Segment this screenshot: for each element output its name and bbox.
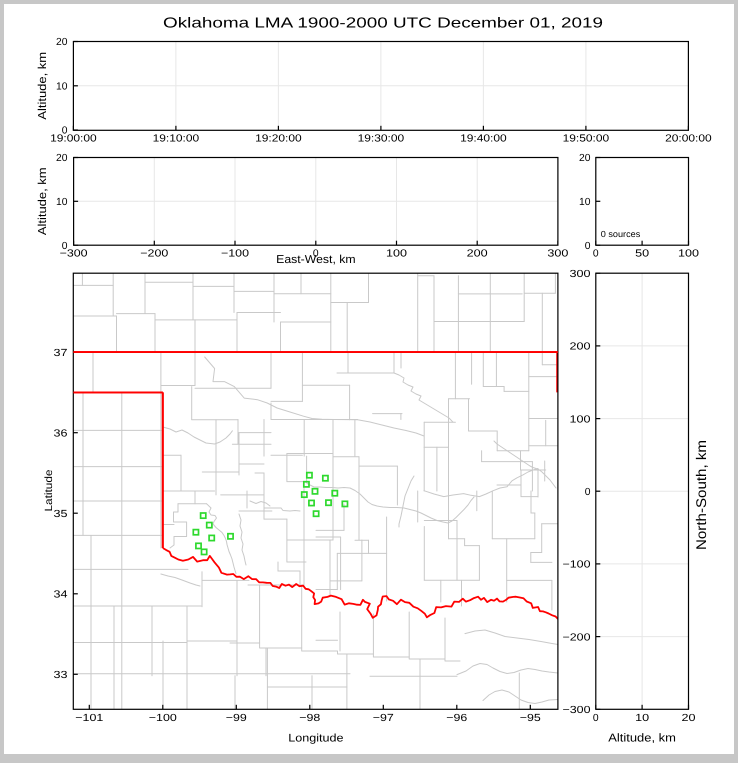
svg-text:0: 0 xyxy=(585,241,591,252)
svg-text:Latitude: Latitude xyxy=(43,469,55,511)
svg-text:19:10:00: 19:10:00 xyxy=(153,134,200,145)
svg-text:34: 34 xyxy=(54,590,68,601)
svg-text:Altitude, km: Altitude, km xyxy=(37,167,49,235)
svg-text:−300: −300 xyxy=(60,249,88,260)
svg-text:Altitude, km: Altitude, km xyxy=(37,52,49,120)
svg-text:20: 20 xyxy=(682,713,696,724)
svg-text:−300: −300 xyxy=(563,705,591,716)
svg-text:−96: −96 xyxy=(446,713,467,724)
svg-text:10: 10 xyxy=(56,197,68,208)
svg-text:50: 50 xyxy=(635,249,649,260)
svg-text:East-West, km: East-West, km xyxy=(276,254,356,266)
svg-text:Longitude: Longitude xyxy=(288,733,343,745)
svg-text:Oklahoma LMA 1900-2000 UTC Dec: Oklahoma LMA 1900-2000 UTC December 01, … xyxy=(163,16,603,32)
svg-text:100: 100 xyxy=(678,249,699,260)
svg-text:19:40:00: 19:40:00 xyxy=(460,134,507,145)
svg-text:0: 0 xyxy=(313,249,319,260)
svg-text:−98: −98 xyxy=(299,713,320,724)
svg-text:0: 0 xyxy=(585,487,591,498)
svg-text:33: 33 xyxy=(54,670,68,681)
svg-text:0: 0 xyxy=(593,713,599,724)
svg-text:0: 0 xyxy=(62,241,68,252)
svg-text:19:00:00: 19:00:00 xyxy=(50,134,97,145)
svg-text:300: 300 xyxy=(570,269,591,280)
svg-text:100: 100 xyxy=(570,414,591,425)
svg-text:−100: −100 xyxy=(221,249,249,260)
svg-text:100: 100 xyxy=(386,249,407,260)
svg-text:20:00:00: 20:00:00 xyxy=(665,134,712,145)
svg-text:−99: −99 xyxy=(226,713,247,724)
svg-text:Altitude, km: Altitude, km xyxy=(608,733,676,745)
svg-text:200: 200 xyxy=(570,342,591,353)
svg-text:10: 10 xyxy=(635,713,649,724)
svg-text:−200: −200 xyxy=(563,632,591,643)
svg-text:0 sources: 0 sources xyxy=(601,229,641,239)
svg-text:19:50:00: 19:50:00 xyxy=(563,134,610,145)
svg-text:37: 37 xyxy=(54,348,68,359)
svg-text:20: 20 xyxy=(56,37,68,48)
svg-text:200: 200 xyxy=(467,249,488,260)
svg-text:10: 10 xyxy=(56,82,68,93)
svg-text:36: 36 xyxy=(54,428,68,439)
svg-text:−101: −101 xyxy=(75,713,103,724)
svg-text:−100: −100 xyxy=(563,560,591,571)
svg-text:0: 0 xyxy=(593,249,599,260)
svg-text:−100: −100 xyxy=(149,713,177,724)
svg-text:0: 0 xyxy=(62,126,68,137)
svg-text:−200: −200 xyxy=(140,249,168,260)
svg-text:300: 300 xyxy=(547,249,568,260)
svg-text:35: 35 xyxy=(54,509,68,520)
svg-text:North-South, km: North-South, km xyxy=(693,440,709,550)
svg-text:19:30:00: 19:30:00 xyxy=(358,134,405,145)
svg-text:−97: −97 xyxy=(373,713,394,724)
svg-text:−95: −95 xyxy=(520,713,541,724)
svg-text:10: 10 xyxy=(579,197,591,208)
svg-text:20: 20 xyxy=(56,153,68,164)
svg-text:19:20:00: 19:20:00 xyxy=(255,134,302,145)
svg-text:20: 20 xyxy=(579,153,591,164)
